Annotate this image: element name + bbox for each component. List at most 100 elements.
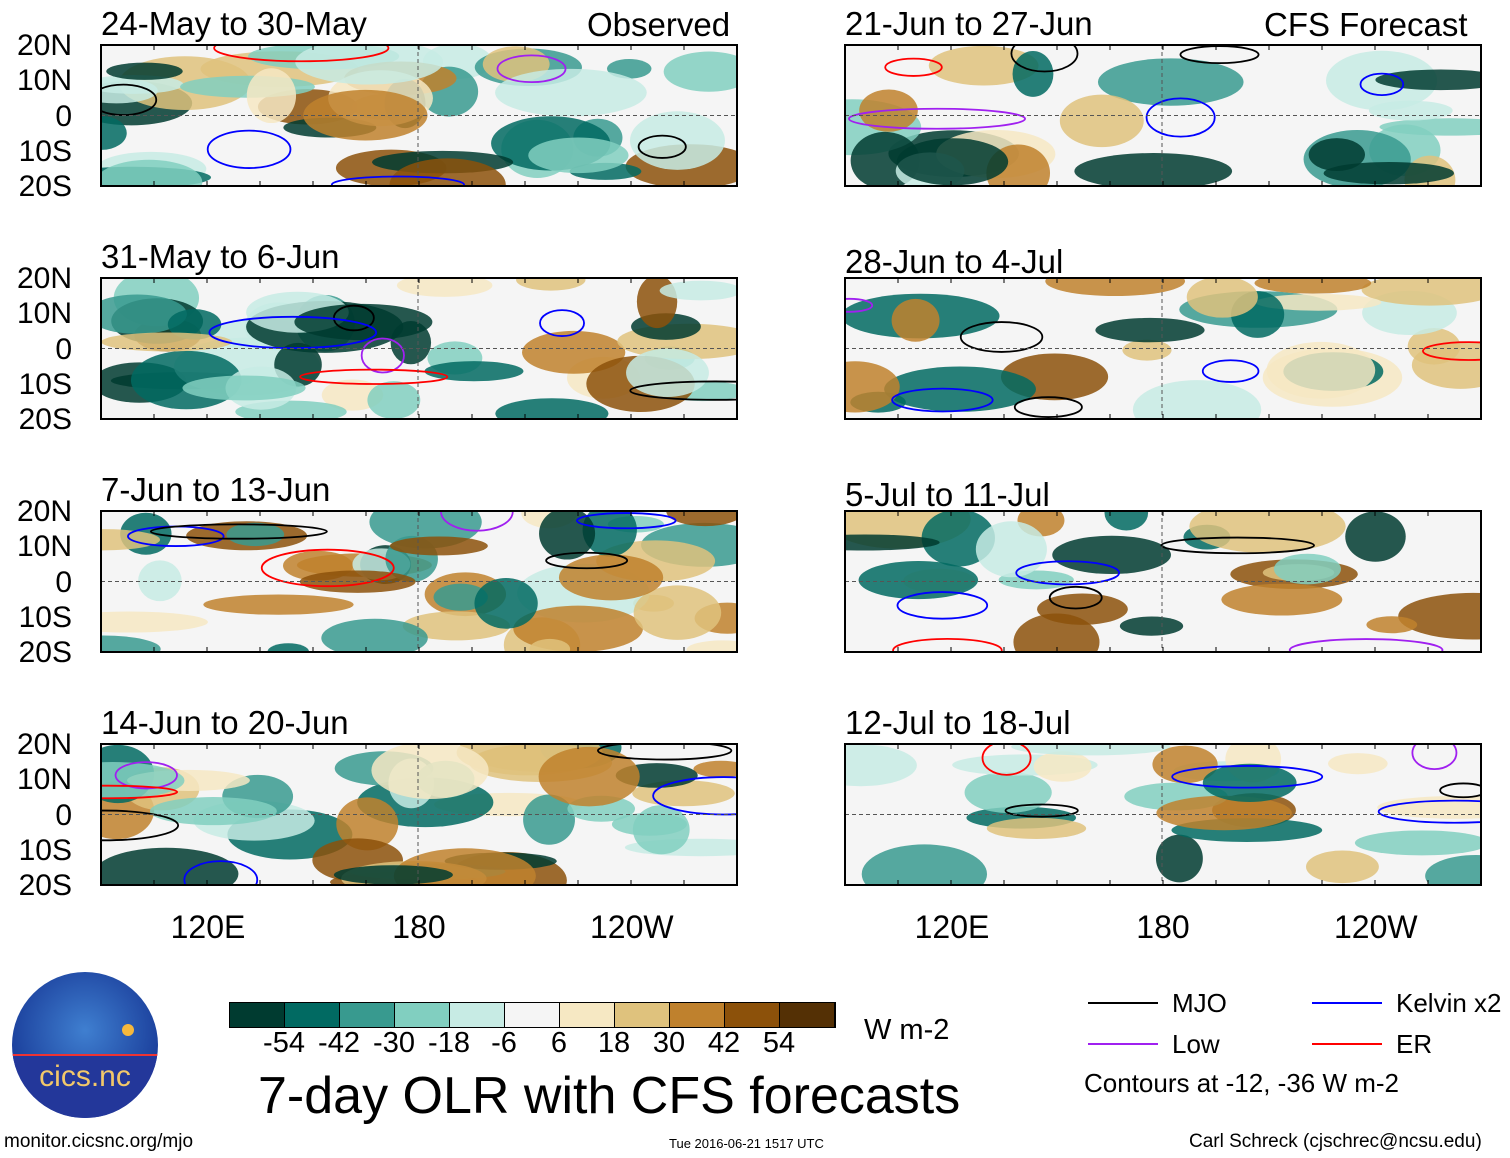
olr-anomaly-blob xyxy=(1306,850,1379,884)
wave-contour xyxy=(652,776,737,816)
olr-anomaly-blob xyxy=(538,746,640,807)
olr-anomaly-blob xyxy=(1152,745,1218,784)
colorbar-units: W m-2 xyxy=(864,1014,950,1046)
olr-anomaly-blob xyxy=(267,643,310,652)
olr-anomaly-blob xyxy=(529,638,571,652)
olr-anomaly-blob xyxy=(1398,592,1481,640)
lat-tick-label: 10N xyxy=(16,763,72,797)
wave-contour xyxy=(299,368,449,385)
olr-anomaly-blob xyxy=(1122,339,1172,361)
wave-contour xyxy=(597,744,733,761)
olr-anomaly-blob xyxy=(896,138,1009,186)
olr-anomaly-blob xyxy=(101,75,184,94)
wave-contour xyxy=(539,309,585,337)
lat-tick-label: 20S xyxy=(18,170,72,203)
colorbar-swatch xyxy=(285,1003,340,1027)
wave-contour xyxy=(1422,341,1481,361)
colorbar-swatch xyxy=(340,1003,395,1027)
olr-anomaly-blob xyxy=(891,298,940,342)
olr-anomaly-blob xyxy=(396,278,493,297)
column-label-forecast: CFS Forecast xyxy=(1264,6,1468,43)
wave-contour xyxy=(330,175,465,186)
colorbar-swatch xyxy=(450,1003,505,1027)
olr-anomaly-blob xyxy=(371,744,489,800)
lat-tick-label: 20N xyxy=(16,262,72,295)
wave-contour xyxy=(183,860,259,885)
wave-contour xyxy=(891,387,994,413)
panel-title: 12-Jul to 18-Jul xyxy=(845,704,1071,741)
lat-tick-label: 0 xyxy=(55,565,72,599)
wave-contour xyxy=(360,337,405,374)
wave-contour xyxy=(959,321,1044,353)
olr-anomaly-blob xyxy=(1189,511,1346,554)
olr-anomaly-blob xyxy=(1104,511,1149,531)
olr-anomaly-blob xyxy=(1377,796,1481,819)
olr-anomaly-blob xyxy=(1345,511,1406,562)
olr-anomaly-blob xyxy=(1013,613,1100,652)
map-panel xyxy=(100,510,738,653)
colorbar-tick-label: -30 xyxy=(373,1027,415,1059)
olr-anomaly-blob xyxy=(1254,278,1372,294)
olr-anomaly-blob xyxy=(101,847,239,885)
wave-contour xyxy=(848,107,1026,130)
footer-timestamp: Tue 2016-06-21 1517 UTC xyxy=(669,1136,824,1151)
wave-contour xyxy=(896,591,989,620)
legend-line xyxy=(1088,1002,1158,1004)
map-panel xyxy=(100,743,738,886)
colorbar-swatch xyxy=(615,1003,670,1027)
cics-logo: cics.nc xyxy=(12,972,158,1118)
olr-anomaly-blob xyxy=(632,805,690,855)
lat-tick-label: 20N xyxy=(16,495,72,528)
olr-anomaly-blob xyxy=(101,294,187,334)
olr-anomaly-blob xyxy=(495,398,609,419)
olr-anomaly-blob xyxy=(1425,855,1481,885)
olr-anomaly-blob xyxy=(845,744,917,787)
olr-anomaly-blob xyxy=(858,560,979,600)
lon-tick-label: 120W xyxy=(590,909,674,945)
olr-anomaly-blob xyxy=(101,332,233,352)
olr-anomaly-blob xyxy=(1368,100,1453,121)
wave-contour xyxy=(1171,765,1324,789)
olr-anomaly-blob xyxy=(528,137,629,174)
footer-url[interactable]: monitor.cicsnc.org/mjo xyxy=(4,1131,194,1152)
lat-tick-label: 10N xyxy=(16,530,72,564)
panel-title: 28-Jun to 4-Jul xyxy=(845,243,1064,280)
lat-tick-label: 10S xyxy=(18,833,72,867)
legend-label: Low xyxy=(1172,1029,1220,1059)
olr-anomaly-blob xyxy=(633,585,722,640)
panel-title: 21-Jun to 27-Jun xyxy=(845,5,1093,42)
colorbar-tick-label: 6 xyxy=(550,1027,568,1059)
olr-anomaly-blob xyxy=(1074,153,1233,186)
lat-tick-label: 20S xyxy=(18,403,72,436)
lon-tick-label: 120W xyxy=(1334,909,1418,945)
legend-line xyxy=(1312,1043,1382,1045)
olr-anomaly-blob xyxy=(686,640,737,652)
olr-anomaly-blob xyxy=(246,68,297,124)
olr-anomaly-blob xyxy=(1202,763,1297,802)
olr-anomaly-blob xyxy=(1052,535,1172,575)
colorbar-swatch xyxy=(505,1003,560,1027)
olr-anomaly-blob xyxy=(522,330,626,374)
lon-tick-label: 120E xyxy=(914,909,990,945)
olr-anomaly-blob xyxy=(986,817,1087,839)
olr-anomaly-blob xyxy=(693,760,737,778)
colorbar-tick-label: -6 xyxy=(491,1027,517,1059)
map-panel xyxy=(844,743,1482,886)
colorbar-swatch xyxy=(560,1003,615,1027)
olr-anomaly-blob xyxy=(1119,616,1184,636)
colorbar-tick-label: -18 xyxy=(428,1027,470,1059)
wave-contour xyxy=(1439,782,1481,799)
olr-anomaly-blob xyxy=(182,375,306,401)
lat-tick-label: 20S xyxy=(18,636,72,669)
wave-contour xyxy=(101,809,180,842)
olr-anomaly-blob xyxy=(626,348,709,398)
wave-contour xyxy=(1359,72,1405,97)
wave-contour xyxy=(1010,45,1079,73)
olr-anomaly-blob xyxy=(424,361,524,382)
olr-anomaly-blob xyxy=(106,62,183,80)
wave-contour xyxy=(496,54,567,84)
olr-anomaly-blob xyxy=(861,844,987,885)
olr-anomaly-blob xyxy=(1012,51,1054,97)
map-panel xyxy=(844,277,1482,420)
